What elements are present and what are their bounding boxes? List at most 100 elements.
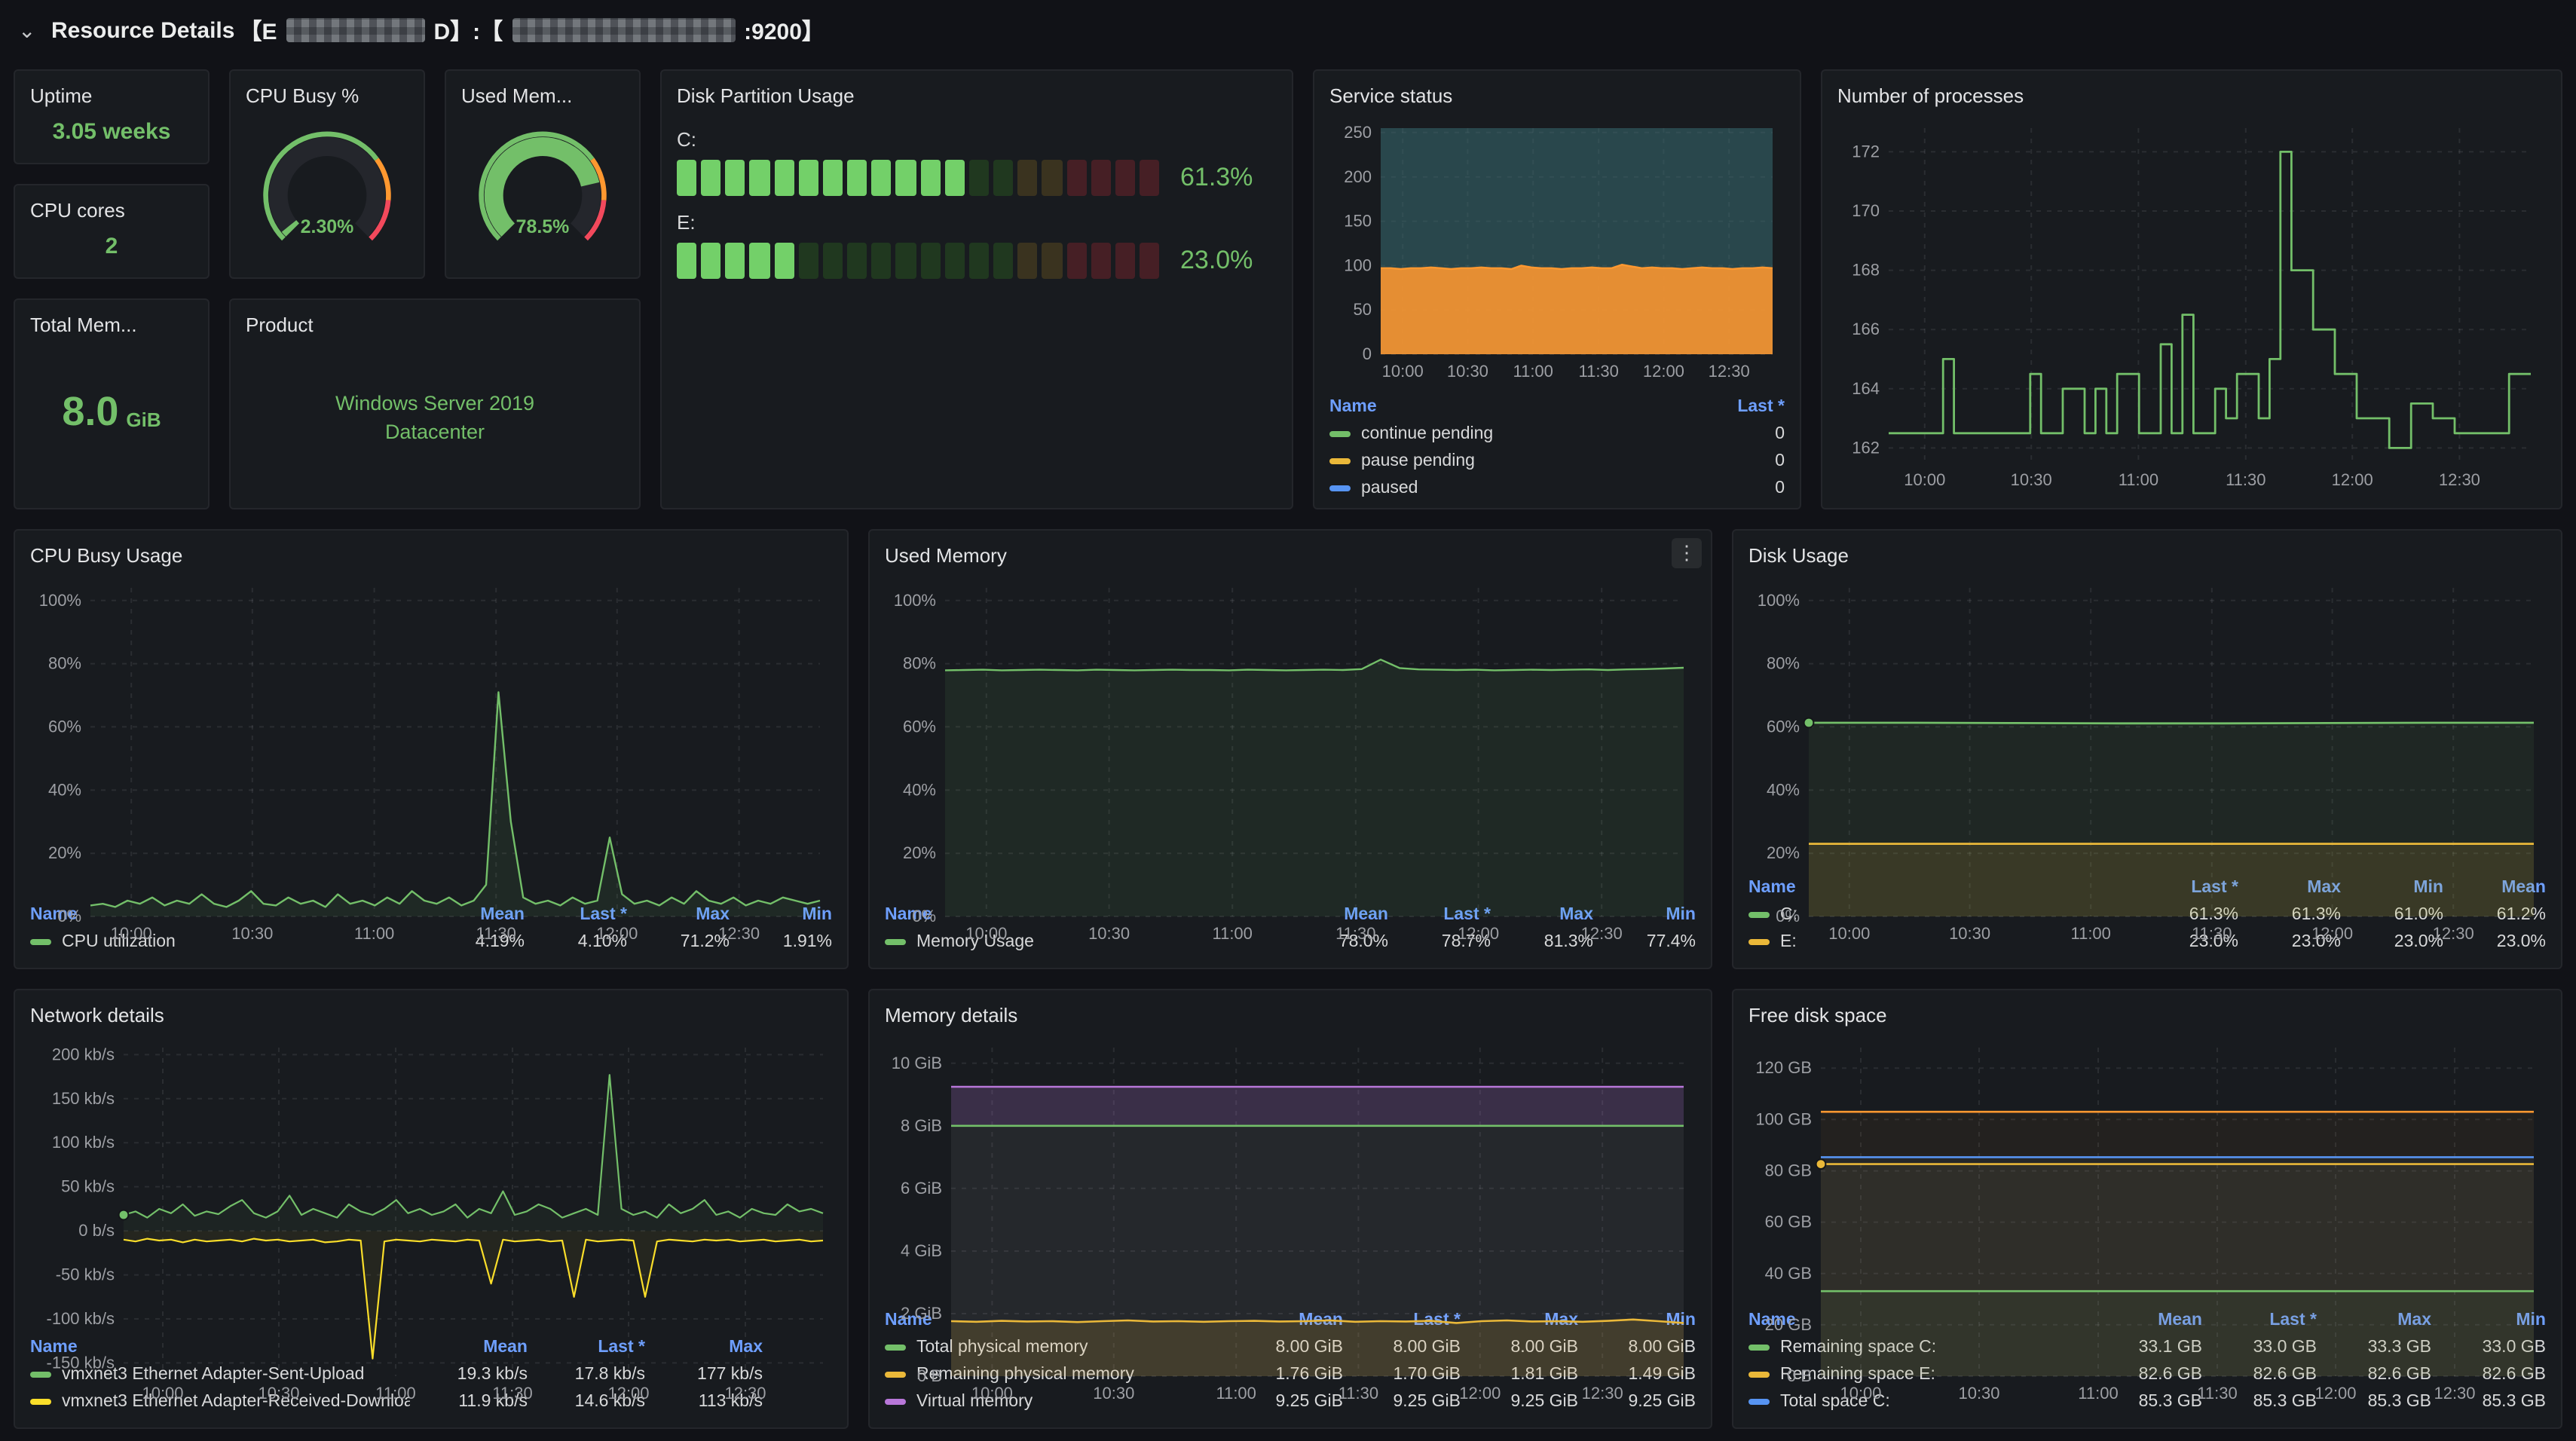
svg-text:12:30: 12:30	[2434, 1384, 2475, 1403]
legend-row[interactable]: C:61.3%61.3%61.0%61.2%	[1748, 901, 2546, 929]
legend-row[interactable]: E: 23.0% 23.0% 23.0% 23.0%	[1748, 929, 2546, 956]
panel-menu-icon[interactable]: ⋮	[1672, 538, 1702, 568]
chevron-down-icon[interactable]: ⌄	[18, 17, 36, 41]
legend-col-name[interactable]: Name	[885, 906, 932, 924]
legend-header: Name Mean Last * Max Min	[885, 901, 1696, 929]
legend-col[interactable]: Mean	[483, 1339, 528, 1357]
legend-row[interactable]: vmxnet3 Ethernet Adapter-Sent-Upload 19.3…	[30, 1361, 832, 1388]
legend-col[interactable]: Min	[2347, 879, 2443, 897]
legend-value: 82.6 GB	[2094, 1366, 2202, 1384]
series-color-icon	[30, 1372, 51, 1378]
legend-col[interactable]: Max	[1497, 906, 1593, 924]
panel-title[interactable]: Total Mem...	[30, 314, 137, 336]
legend-col-name[interactable]: Name	[1329, 398, 1377, 416]
legend-header: Name Last * Max Min Mean	[1748, 874, 2546, 901]
legend-row[interactable]: Remaining space C:33.1 GB33.0 GB33.3 GB3…	[1748, 1334, 2546, 1361]
panel-title[interactable]: Memory details	[885, 1004, 1018, 1026]
legend-value: 9.25 GiB	[1393, 1393, 1461, 1411]
legend-value: 8.00 GiB	[1467, 1339, 1579, 1357]
panel-title[interactable]: Disk Usage	[1748, 544, 1849, 567]
disk-usage-chart[interactable]: 0% 20% 40% 60% 80% 100% 10:00 10:30 11:00 11:30 12…	[1748, 573, 2546, 943]
uptime-value: 3.05 weeks	[52, 119, 171, 145]
panel-uptime: Uptime 3.05 weeks	[14, 69, 210, 164]
legend-col[interactable]: Min	[2437, 1311, 2546, 1329]
cpu-busy-usage-chart[interactable]: 0% 20% 40% 60% 80% 100% 10:00 10:30 11:00 11:30 12…	[30, 573, 832, 943]
svg-text:20%: 20%	[48, 843, 81, 862]
legend-row[interactable]: continue pending 0	[1329, 421, 1785, 448]
legend-col[interactable]: Last *	[2208, 1311, 2317, 1329]
legend-col[interactable]: Max	[2244, 879, 2341, 897]
legend-col-name[interactable]: Name	[30, 906, 78, 924]
legend-col[interactable]: Last *	[531, 906, 627, 924]
legend-col[interactable]: Max	[633, 906, 730, 924]
panel-title[interactable]: Disk Partition Usage	[677, 84, 855, 107]
panel-title[interactable]: Network details	[30, 1004, 164, 1026]
legend-value: 33.0 GB	[2208, 1339, 2317, 1357]
processes-chart[interactable]: 162 164 166 168 170 172 10:00 10:30 11:00 11:30 12…	[1837, 113, 2546, 496]
used-memory-chart[interactable]: 0% 20% 40% 60% 80% 100% 10:00 10:30 11:00 11:30 12…	[885, 573, 1696, 943]
legend-row[interactable]: pause pending 0	[1329, 448, 1785, 475]
redacted-host-address	[512, 18, 736, 42]
legend-col[interactable]: Mean	[1292, 906, 1388, 924]
row-title[interactable]: Resource Details 【E D】:【 :9200】	[51, 14, 825, 46]
legend-row[interactable]: Total space C: 85.3 GB 85.3 GB 85.3 GB 85.3 …	[1748, 1388, 2546, 1415]
free-disk-space-chart[interactable]: 0 B 20 GB 40 GB 60 GB 80 GB 100 GB 120 GB 10:00…	[1748, 1033, 2546, 1403]
memory-details-chart[interactable]: 0 B 2 GiB 4 GiB 6 GiB 8 GiB 10 GiB 10:00 10:30 1…	[885, 1033, 1696, 1403]
legend-row[interactable]: Memory Usage 78.0% 78.7% 81.3% 77.4%	[885, 929, 1696, 956]
legend-col-name[interactable]: Name	[1748, 1311, 1796, 1329]
legend-col[interactable]: Max	[729, 1339, 763, 1357]
legend-value: 8.00 GiB	[1231, 1339, 1344, 1357]
svg-text:60%: 60%	[1767, 717, 1800, 736]
legend-row[interactable]: CPU utilization 4.19% 4.10% 71.2% 1.91%	[30, 929, 832, 956]
panel-title[interactable]: CPU Busy %	[246, 84, 359, 107]
legend-value: 1.81 GiB	[1467, 1366, 1579, 1384]
svg-text:40%: 40%	[48, 780, 81, 799]
panel-title[interactable]: Service status	[1329, 84, 1453, 107]
led-segment	[774, 243, 794, 279]
panel-title[interactable]: Uptime	[30, 84, 93, 107]
network-details-chart[interactable]: 200 kb/s 150 kb/s 100 kb/s 50 kb/s 0 b/s -50 …	[30, 1033, 832, 1403]
legend-col[interactable]: Min	[1599, 906, 1696, 924]
legend-col[interactable]: Mean	[2449, 879, 2546, 897]
panel-title[interactable]: Product	[246, 314, 314, 336]
legend-value: 77.4%	[1646, 933, 1696, 951]
panel-title[interactable]: Free disk space	[1748, 1004, 1887, 1026]
legend-col[interactable]: Max	[2323, 1311, 2431, 1329]
panel-title[interactable]: CPU cores	[30, 199, 125, 222]
svg-text:10:00: 10:00	[971, 1384, 1013, 1403]
legend-col[interactable]: Min	[736, 906, 832, 924]
legend-value: 85.3 GB	[2367, 1393, 2431, 1411]
legend-col-name[interactable]: Name	[30, 1339, 78, 1357]
legend-col-name[interactable]: Name	[1748, 879, 1796, 897]
legend-col[interactable]: Mean	[428, 906, 525, 924]
panel-title[interactable]: Used Memory	[885, 544, 1007, 567]
legend-col[interactable]: Last *	[2142, 879, 2238, 897]
legend-col[interactable]: Mean	[2094, 1311, 2202, 1329]
legend-row[interactable]: vmxnet3 Ethernet Adapter-Received-Downlo…	[30, 1388, 832, 1415]
legend-value: 23.0%	[2291, 933, 2341, 951]
legend-value: 1.91%	[782, 933, 832, 951]
svg-text:12:30: 12:30	[1582, 1384, 1623, 1403]
svg-text:12:00: 12:00	[2311, 924, 2353, 943]
svg-text:12:30: 12:30	[2439, 470, 2480, 489]
legend-col[interactable]: Last *	[1737, 398, 1785, 416]
row-title-bracket-open: 【E	[239, 19, 277, 44]
legend-col[interactable]: Min	[1584, 1311, 1696, 1329]
legend-col[interactable]: Last *	[1394, 906, 1491, 924]
panel-title[interactable]: Number of processes	[1837, 84, 2024, 107]
legend-col[interactable]: Last *	[598, 1339, 645, 1357]
service-status-chart[interactable]: 0 50 100 150 200 250 10:00 10:30 11:00 11:30 12:00…	[1329, 113, 1785, 387]
panel-title[interactable]: Used Mem...	[461, 84, 573, 107]
legend-row[interactable]: Remaining space E:82.6 GB82.6 GB82.6 GB8…	[1748, 1361, 2546, 1388]
legend-row[interactable]: paused 0	[1329, 475, 1785, 502]
svg-text:80%: 80%	[903, 654, 936, 673]
legend-row[interactable]: Virtual memory 9.25 GiB 9.25 GiB 9.25 GiB 9.…	[885, 1388, 1696, 1415]
svg-text:10:00: 10:00	[1828, 924, 1870, 943]
svg-text:0%: 0%	[912, 907, 936, 925]
panel-title[interactable]: CPU Busy Usage	[30, 544, 183, 567]
series-color-icon	[885, 1372, 906, 1378]
legend-col-name[interactable]: Name	[885, 1311, 932, 1329]
